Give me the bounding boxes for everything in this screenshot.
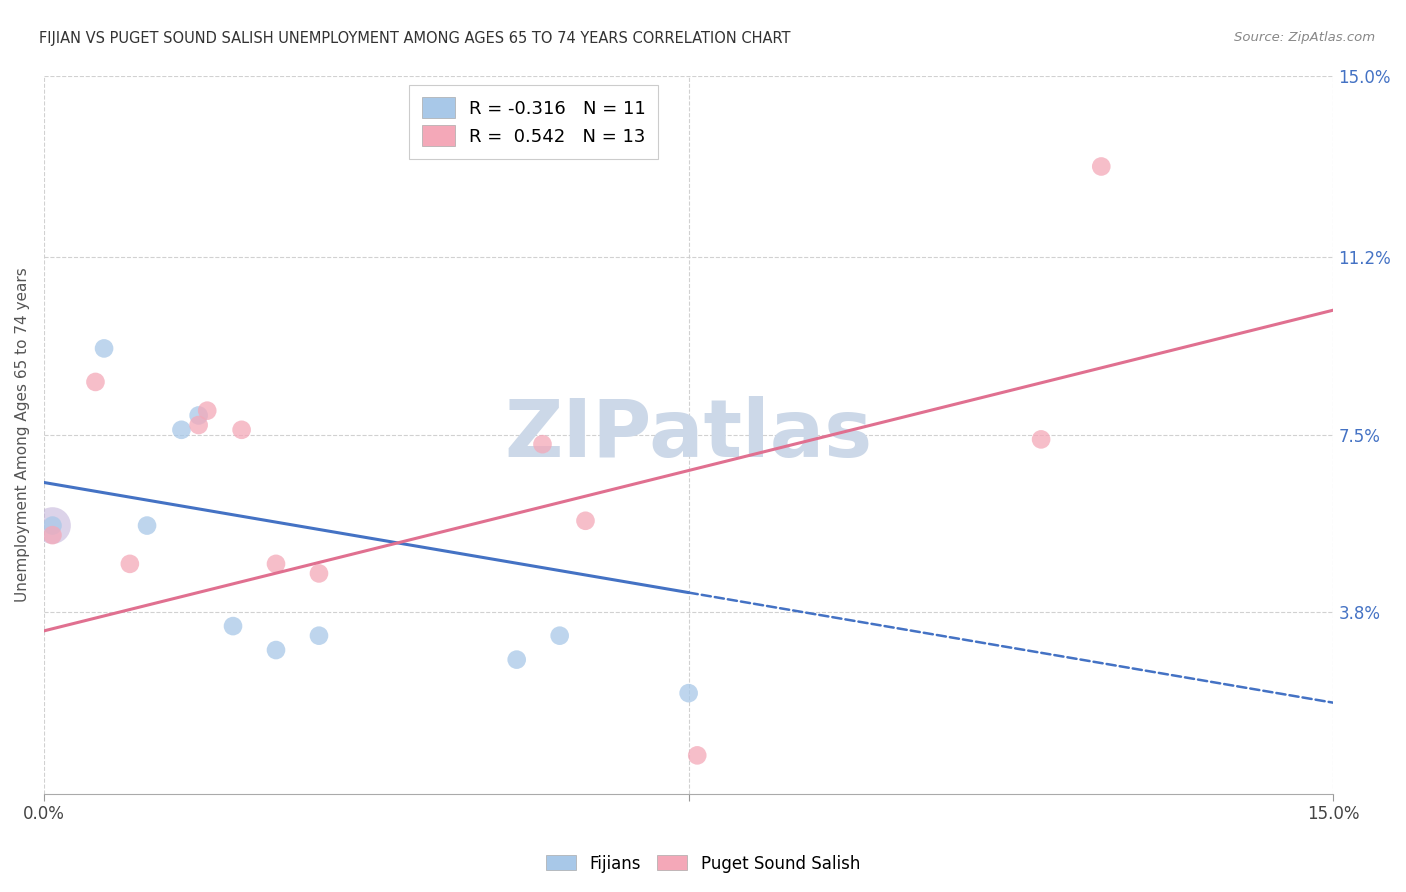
- Text: Source: ZipAtlas.com: Source: ZipAtlas.com: [1234, 31, 1375, 45]
- Point: [264, 557, 287, 571]
- Point: [1029, 433, 1052, 447]
- Point: [1090, 160, 1112, 174]
- Point: [41, 528, 63, 542]
- Point: [41, 518, 63, 533]
- Legend: R = -0.316   N = 11, R =  0.542   N = 13: R = -0.316 N = 11, R = 0.542 N = 13: [409, 85, 658, 159]
- Point: [41, 518, 63, 533]
- Legend: Fijians, Puget Sound Salish: Fijians, Puget Sound Salish: [540, 848, 866, 880]
- Point: [531, 437, 554, 451]
- Point: [506, 652, 529, 666]
- Point: [222, 619, 245, 633]
- Point: [118, 557, 141, 571]
- Text: ZIPatlas: ZIPatlas: [505, 395, 873, 474]
- Point: [84, 375, 107, 389]
- Point: [195, 403, 218, 417]
- Y-axis label: Unemployment Among Ages 65 to 74 years: Unemployment Among Ages 65 to 74 years: [15, 268, 30, 602]
- Point: [686, 748, 709, 763]
- Point: [308, 566, 330, 581]
- Text: FIJIAN VS PUGET SOUND SALISH UNEMPLOYMENT AMONG AGES 65 TO 74 YEARS CORRELATION : FIJIAN VS PUGET SOUND SALISH UNEMPLOYMEN…: [39, 31, 790, 46]
- Point: [187, 409, 209, 423]
- Point: [170, 423, 193, 437]
- Point: [93, 342, 115, 356]
- Point: [231, 423, 253, 437]
- Point: [187, 417, 209, 432]
- Point: [574, 514, 596, 528]
- Point: [264, 643, 287, 657]
- Point: [678, 686, 700, 700]
- Point: [308, 629, 330, 643]
- Point: [136, 518, 159, 533]
- Point: [548, 629, 571, 643]
